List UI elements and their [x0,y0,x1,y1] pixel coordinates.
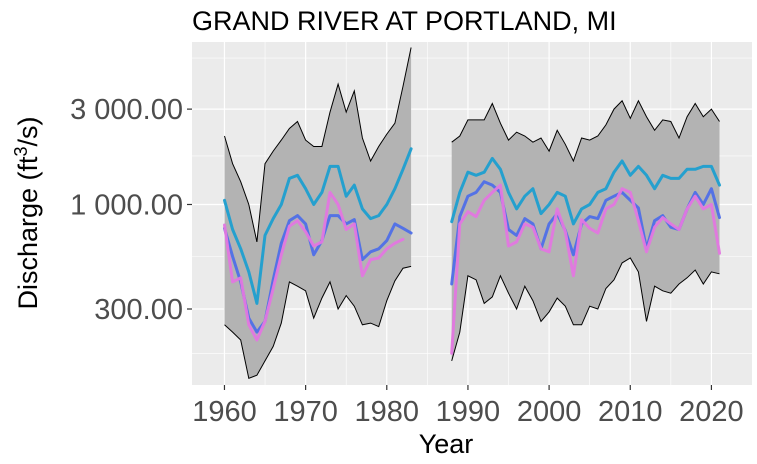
axis-ticks: 300.00 1 000.00 3 000.00 1960 1970 1980 1990 20… [70,94,744,428]
y-axis-title-superscript: 3 [11,146,31,156]
y-tick-label: 300.00 [94,294,183,326]
chart-title: GRAND RIVER AT PORTLAND, MI [192,6,617,36]
series-line-1 [223,147,413,305]
x-tick-label: 2010 [598,396,663,428]
series-line-3 [450,183,721,355]
x-tick-label: 1980 [355,396,420,428]
x-tick-label: 2020 [679,396,744,428]
band-lower-edge [451,257,720,362]
y-axis-title-main: Discharge (ft [13,156,43,310]
band-upper-edge [224,47,412,243]
y-axis-title: Discharge (ft3/s) [11,116,43,309]
band-lower-edge [224,265,412,379]
x-tick-label: 1990 [436,396,501,428]
y-tick-label: 3 000.00 [70,94,183,126]
series-line-2 [223,214,413,334]
band-upper-edge [451,99,720,163]
y-tick-label: 1 000.00 [70,189,183,221]
series-line-1 [450,156,721,226]
series-line-3 [223,190,405,342]
x-tick-label: 1970 [273,396,338,428]
x-tick-label: 2000 [517,396,582,428]
series-lines [223,147,721,355]
x-tick-label: 1960 [192,396,257,428]
y-axis-title-end: /s) [13,116,43,146]
x-axis-title: Year [419,429,474,459]
range-band [451,100,720,361]
